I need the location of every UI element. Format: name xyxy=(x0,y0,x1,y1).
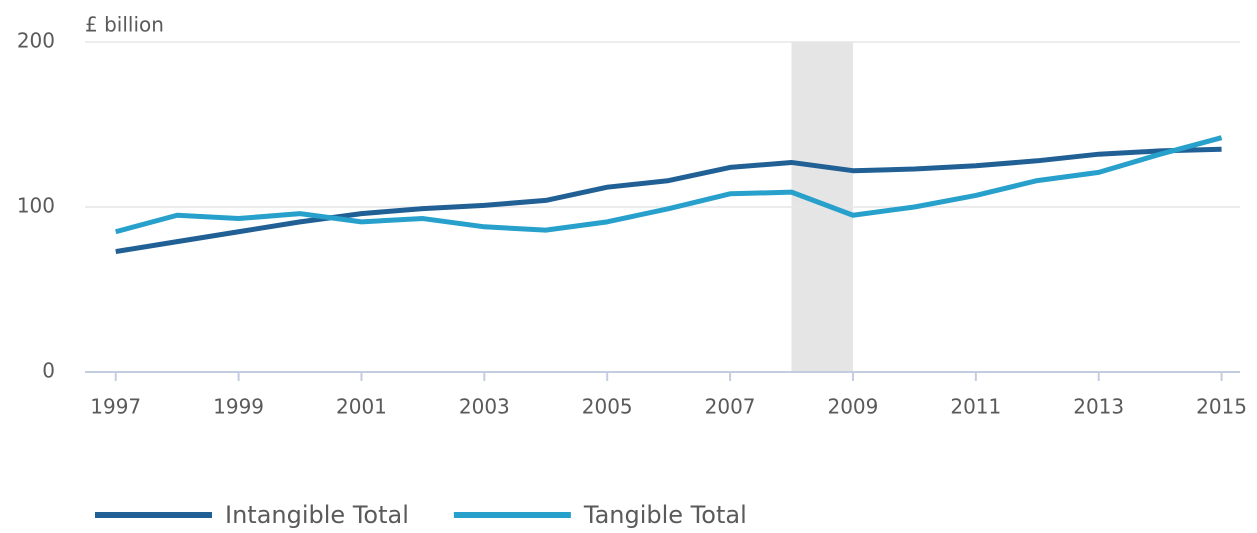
x-tick-label: 2007 xyxy=(705,395,756,419)
x-tick-label: 2003 xyxy=(459,395,510,419)
x-tick-label: 2005 xyxy=(582,395,633,419)
y-axis-label: £ billion xyxy=(85,13,164,37)
line-series xyxy=(115,146,1222,255)
x-tick-label: 1997 xyxy=(90,395,141,419)
x-tick-label: 2009 xyxy=(827,395,878,419)
line-series xyxy=(115,135,1223,235)
y-tick-label: 0 xyxy=(42,359,55,383)
x-tick-label: 2015 xyxy=(1196,395,1247,419)
x-tick-label: 2011 xyxy=(950,395,1001,419)
x-tick-label: 2013 xyxy=(1073,395,1124,419)
legend-label: Tangible Total xyxy=(583,501,747,529)
x-tick-label: 1999 xyxy=(213,395,264,419)
legend-label: Intangible Total xyxy=(225,501,409,529)
y-tick-label: 100 xyxy=(17,194,55,218)
x-tick-label: 2001 xyxy=(336,395,387,419)
y-tick-label: 200 xyxy=(17,29,55,53)
